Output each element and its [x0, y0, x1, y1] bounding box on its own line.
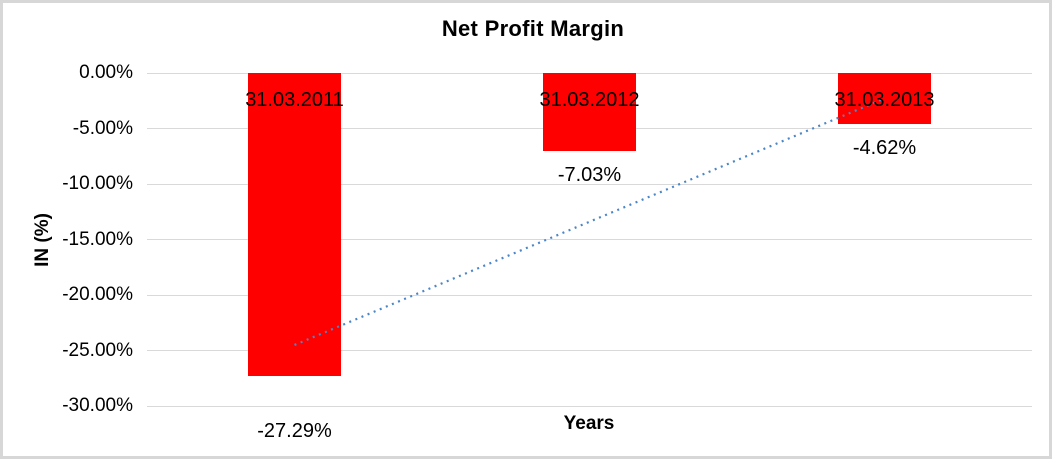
gridline [147, 350, 1032, 351]
category-label: 31.03.2011 [245, 88, 344, 111]
y-tick-label: 0.00% [79, 62, 133, 83]
value-label: -7.03% [557, 164, 622, 187]
y-tick-label: -10.00% [62, 173, 133, 194]
bar [248, 73, 341, 376]
bar [543, 73, 636, 152]
y-tick-label: -30.00% [62, 395, 133, 416]
x-axis-title: Years [563, 413, 615, 434]
trendline-layer [294, 97, 885, 346]
value-label: -27.29% [257, 420, 332, 442]
y-tick-label: -5.00% [72, 117, 133, 139]
chart-title: Net Profit Margin [441, 16, 625, 41]
value-label: -4.62% [852, 137, 917, 160]
y-tick-label: -25.00% [62, 339, 133, 361]
category-label: 31.03.2012 [539, 88, 640, 111]
category-label: 31.03.2013 [834, 88, 935, 111]
y-tick-label: -20.00% [62, 284, 133, 305]
y-tick-label: -15.00% [62, 228, 133, 250]
gridline [147, 405, 1032, 407]
